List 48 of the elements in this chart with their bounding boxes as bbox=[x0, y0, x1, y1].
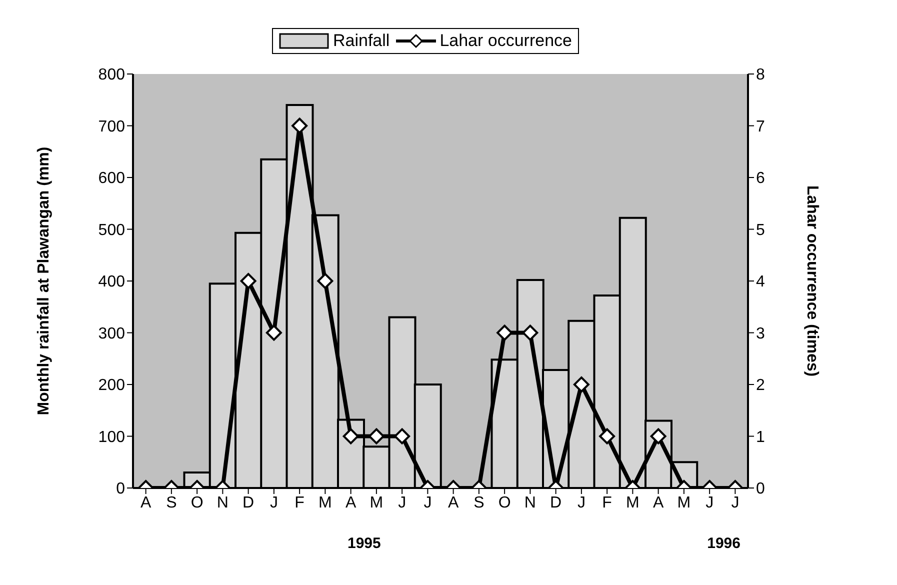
x-tick-label: A bbox=[345, 494, 356, 512]
y2-tick-label: 2 bbox=[756, 377, 765, 394]
x-tick-label: M bbox=[370, 494, 384, 512]
y-axis-title: Monthly rainfall at Plawangan (mm) bbox=[36, 146, 53, 416]
x-tick-label: A bbox=[448, 494, 459, 512]
x-tick-label: J bbox=[270, 494, 278, 512]
y2-tick-label: 7 bbox=[756, 118, 765, 136]
y-tick-label: 400 bbox=[98, 274, 126, 291]
x-tick-label: J bbox=[424, 494, 432, 512]
y-tick-label: 300 bbox=[98, 325, 126, 342]
x-tick-label: A bbox=[140, 494, 152, 512]
text: 1996 bbox=[707, 535, 740, 552]
y-tick-label: 100 bbox=[98, 428, 126, 446]
legend-label: Lahar occurrence bbox=[440, 31, 572, 51]
legend-label: Rainfall bbox=[332, 31, 390, 51]
y2-tick-label: 5 bbox=[756, 222, 765, 239]
y-tick-label: 200 bbox=[98, 377, 126, 394]
y-tick-label: 0 bbox=[116, 480, 126, 498]
x-tick-label: N bbox=[216, 494, 228, 512]
x-tick-label: M bbox=[626, 494, 640, 512]
x-tick-label: J bbox=[577, 494, 586, 512]
x-tick-label: O bbox=[190, 494, 204, 512]
y-tick-label: 600 bbox=[98, 170, 126, 188]
x-tick-label: F bbox=[602, 494, 612, 512]
x-tick-label: S bbox=[166, 494, 177, 512]
y2-tick-label: 6 bbox=[756, 170, 765, 188]
x-tick-label: D bbox=[550, 494, 562, 512]
y2-tick-label: 8 bbox=[756, 66, 765, 84]
x-tick-label: M bbox=[318, 494, 332, 512]
y2-tick-label: 4 bbox=[756, 274, 765, 291]
x-tick-label: N bbox=[524, 494, 536, 512]
x-tick-label: J bbox=[398, 494, 406, 512]
y-tick-label: 800 bbox=[98, 66, 126, 84]
y2-axis-title: Lahar occurrence (times) bbox=[803, 185, 820, 377]
y-tick-label: 500 bbox=[98, 222, 126, 239]
x-tick-label: F bbox=[294, 494, 305, 512]
x-tick-label: A bbox=[652, 494, 664, 512]
x-tick-label: D bbox=[242, 494, 254, 512]
x-tick-label: O bbox=[498, 494, 511, 512]
x-tick-label: S bbox=[474, 494, 484, 512]
y2-tick-label: 0 bbox=[756, 480, 765, 498]
text: 1995 bbox=[348, 535, 381, 552]
x-tick-label: J bbox=[706, 494, 714, 512]
y2-tick-label: 3 bbox=[756, 325, 765, 342]
x-tick-label: M bbox=[677, 494, 691, 512]
y-tick-label: 700 bbox=[98, 118, 126, 136]
x-tick-label: J bbox=[731, 494, 740, 512]
y2-tick-label: 1 bbox=[756, 428, 765, 446]
